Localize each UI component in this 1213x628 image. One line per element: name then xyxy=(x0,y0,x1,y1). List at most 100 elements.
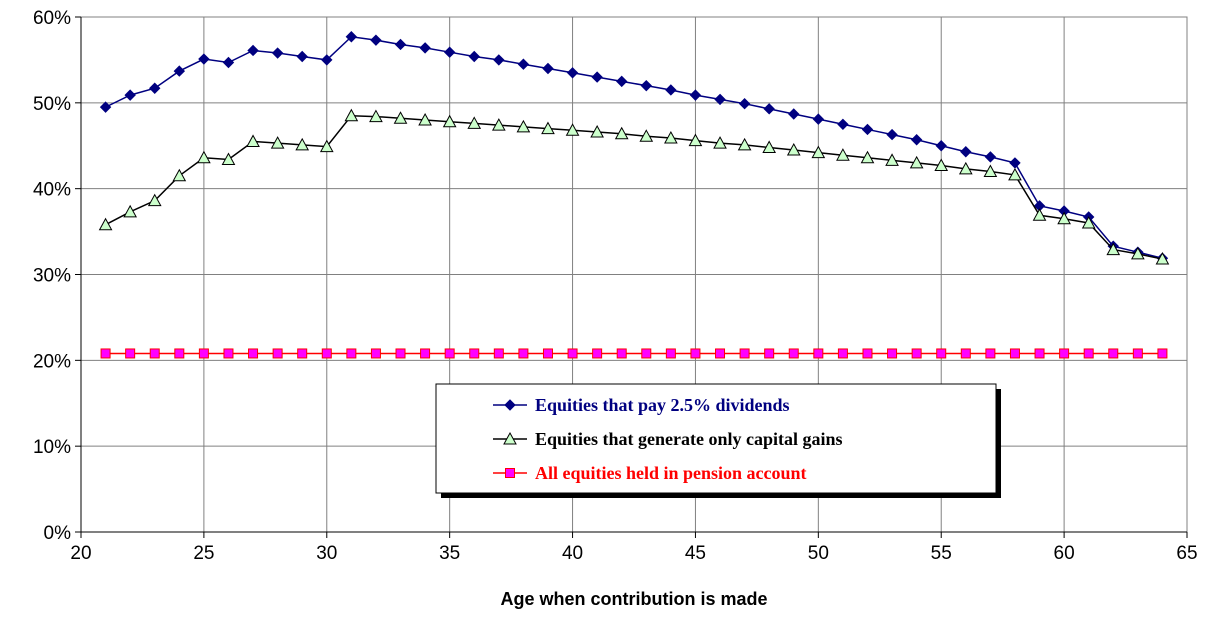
marker xyxy=(297,348,308,359)
marker xyxy=(469,348,480,359)
marker xyxy=(665,348,676,359)
marker xyxy=(614,126,629,140)
marker xyxy=(394,38,407,51)
marker xyxy=(542,348,553,359)
marker xyxy=(443,46,456,58)
marker xyxy=(491,118,506,131)
x-tick-label: 25 xyxy=(193,543,214,564)
marker xyxy=(420,348,431,359)
marker xyxy=(862,348,873,359)
marker xyxy=(984,151,997,163)
marker xyxy=(344,108,359,122)
marker xyxy=(516,119,531,133)
marker xyxy=(935,140,947,152)
marker xyxy=(147,193,162,207)
series-line xyxy=(105,114,1163,260)
marker xyxy=(124,89,136,101)
marker xyxy=(247,44,259,57)
marker xyxy=(172,168,187,182)
marker xyxy=(812,113,825,125)
legend: Equities that pay 2.5% dividends Equities… xyxy=(435,383,1001,498)
marker xyxy=(503,431,517,445)
marker xyxy=(566,67,579,79)
marker xyxy=(98,217,113,231)
marker xyxy=(960,348,971,359)
marker xyxy=(197,150,211,164)
marker xyxy=(1083,348,1094,359)
y-tick-label: 50% xyxy=(33,94,71,115)
y-tick-label: 20% xyxy=(33,351,71,372)
marker xyxy=(788,348,799,359)
marker xyxy=(1008,167,1022,181)
marker xyxy=(467,116,482,129)
marker xyxy=(1132,348,1143,359)
legend-label: Equities that generate only capital gain… xyxy=(535,429,843,449)
marker xyxy=(419,42,431,54)
marker xyxy=(418,112,432,126)
marker xyxy=(762,140,777,153)
marker xyxy=(639,129,654,142)
marker xyxy=(1059,348,1070,359)
marker xyxy=(223,348,234,359)
x-tick-label: 35 xyxy=(439,543,460,564)
marker xyxy=(641,348,652,359)
marker xyxy=(99,101,112,113)
marker xyxy=(737,137,752,151)
marker xyxy=(542,62,554,75)
y-tick-label: 40% xyxy=(33,180,71,201)
marker xyxy=(1155,252,1170,265)
marker xyxy=(504,399,516,411)
marker xyxy=(369,109,383,123)
marker xyxy=(1034,348,1045,359)
marker xyxy=(493,348,504,359)
marker xyxy=(958,161,973,175)
marker xyxy=(100,348,111,359)
marker xyxy=(1108,348,1119,359)
marker xyxy=(936,348,947,359)
marker xyxy=(764,348,775,359)
marker xyxy=(173,65,186,77)
marker xyxy=(911,348,922,359)
marker xyxy=(985,348,996,359)
marker xyxy=(689,89,702,101)
marker xyxy=(221,152,236,165)
marker xyxy=(174,348,185,359)
y-tick-label: 10% xyxy=(33,437,71,458)
marker xyxy=(198,53,210,65)
y-tick-label: 60% xyxy=(33,8,71,29)
marker xyxy=(665,84,677,96)
x-axis-title: Age when contribution is made xyxy=(500,589,767,609)
marker xyxy=(885,153,899,166)
marker xyxy=(1032,208,1047,221)
marker xyxy=(813,348,824,359)
x-tick-label: 45 xyxy=(685,543,706,564)
marker xyxy=(788,108,800,120)
marker xyxy=(860,150,875,164)
marker xyxy=(346,348,357,359)
marker xyxy=(149,82,161,94)
marker xyxy=(616,348,627,359)
marker xyxy=(442,114,457,128)
marker xyxy=(270,136,285,149)
marker xyxy=(837,348,848,359)
legend-label: Equities that pay 2.5% dividends xyxy=(535,395,790,415)
marker xyxy=(592,348,603,359)
marker xyxy=(321,54,333,66)
marker xyxy=(468,50,480,63)
marker xyxy=(836,148,850,161)
marker xyxy=(837,118,849,130)
marker xyxy=(690,348,701,359)
y-tick-label: 30% xyxy=(33,266,71,287)
marker xyxy=(738,97,751,110)
marker xyxy=(714,93,726,106)
x-tick-label: 55 xyxy=(931,543,952,564)
marker xyxy=(295,137,310,151)
legend-label: All equities held in pension account xyxy=(535,463,807,483)
legend-box xyxy=(435,383,997,494)
marker xyxy=(640,79,652,92)
marker xyxy=(505,468,515,478)
marker xyxy=(739,348,750,359)
marker xyxy=(1057,211,1071,225)
marker xyxy=(370,348,381,359)
x-tick-label: 65 xyxy=(1176,543,1197,564)
